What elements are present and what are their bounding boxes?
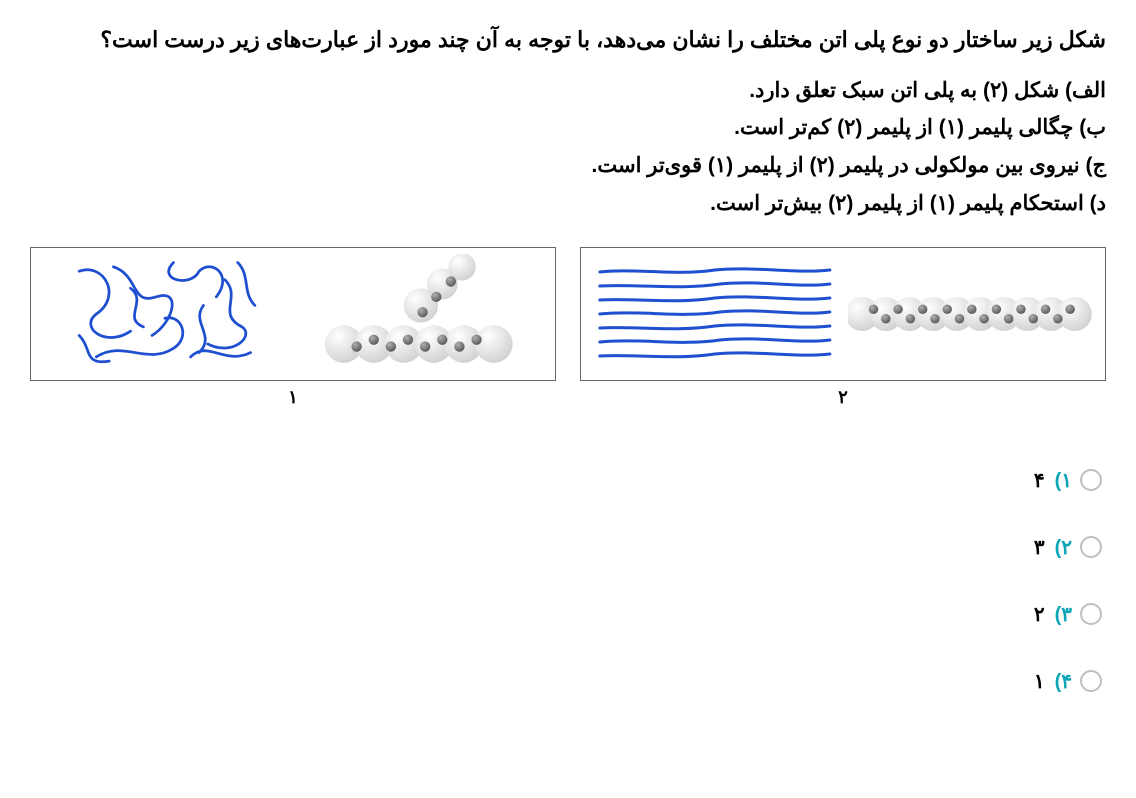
option-number: ۴)	[1055, 669, 1072, 694]
option-value: ۳	[1034, 535, 1045, 560]
option-4[interactable]: ۴) ۱	[1034, 669, 1102, 694]
figure-2-molecule	[848, 254, 1094, 374]
option-2[interactable]: ۲) ۳	[1034, 535, 1102, 560]
figure-1-wrap: ۱	[30, 247, 556, 408]
figure-2-wrap: ۲	[580, 247, 1106, 408]
option-1[interactable]: ۱) ۴	[1034, 468, 1102, 493]
figure-2-label: ۲	[580, 387, 1106, 408]
option-3[interactable]: ۳) ۲	[1034, 602, 1102, 627]
option-number: ۲)	[1055, 535, 1072, 560]
option-value: ۲	[1034, 602, 1045, 627]
figure-1-label: ۱	[30, 387, 556, 408]
radio-icon[interactable]	[1080, 469, 1102, 491]
figure-1-molecule	[298, 254, 544, 374]
option-number: ۳)	[1055, 602, 1072, 627]
statement-c: ج) نیروی بین مولکولی در پلیمر (۲) از پلی…	[30, 147, 1106, 185]
figures-row: ۱	[30, 247, 1106, 408]
statement-d: د) استحکام پلیمر (۱) از پلیمر (۲) بیش‌تر…	[30, 185, 1106, 223]
statement-b: ب) چگالی پلیمر (۱) از پلیمر (۲) کم‌تر اس…	[30, 109, 1106, 147]
option-value: ۱	[1034, 669, 1045, 694]
radio-icon[interactable]	[1080, 670, 1102, 692]
question-text: شکل زیر ساختار دو نوع پلی اتن مختلف را ن…	[30, 20, 1106, 60]
figure-2-lines	[592, 254, 838, 374]
figure-2-box	[580, 247, 1106, 381]
figure-1-lines	[42, 254, 288, 374]
radio-icon[interactable]	[1080, 536, 1102, 558]
options-list: ۱) ۴ ۲) ۳ ۳) ۲ ۴) ۱	[30, 468, 1106, 694]
radio-icon[interactable]	[1080, 603, 1102, 625]
option-value: ۴	[1034, 468, 1045, 493]
figure-1-box	[30, 247, 556, 381]
option-number: ۱)	[1055, 468, 1072, 493]
statement-a: الف) شکل (۲) به پلی اتن سبک تعلق دارد.	[30, 72, 1106, 110]
statements-block: الف) شکل (۲) به پلی اتن سبک تعلق دارد. ب…	[30, 72, 1106, 223]
